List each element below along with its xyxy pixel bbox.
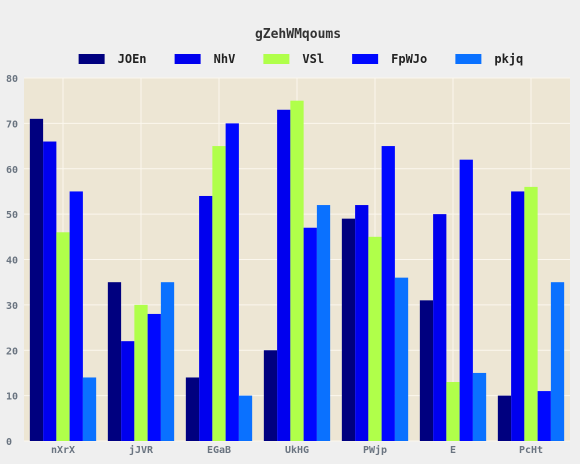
bar-pkjq-EGaB (239, 396, 252, 441)
bar-NhV-jJVR (121, 341, 134, 441)
bar-FpWJo-UkHG (304, 228, 317, 441)
bar-JOEn-PWjp (342, 219, 355, 441)
bar-pkjq-jJVR (161, 282, 174, 441)
bar-VSl-PcHt (524, 187, 537, 441)
bar-JOEn-nXrX (30, 119, 43, 441)
y-tick-label: 40 (6, 256, 18, 267)
x-tick-label: PWjp (363, 444, 387, 456)
legend-label: JOEn (118, 52, 147, 66)
x-tick-label: UkHG (285, 445, 309, 456)
bar-JOEn-UkHG (264, 350, 277, 441)
x-tick-label: nXrX (51, 445, 75, 456)
bar-VSl-PWjp (368, 237, 381, 441)
bar-VSl-jJVR (134, 305, 147, 441)
legend-swatch (175, 54, 201, 64)
y-tick-label: 0 (6, 437, 12, 448)
legend-label: pkjq (494, 52, 523, 66)
bar-FpWJo-E (460, 160, 473, 441)
bar-JOEn-PcHt (498, 396, 511, 441)
bar-pkjq-UkHG (317, 205, 330, 441)
bar-FpWJo-PcHt (538, 391, 551, 441)
y-tick-label: 30 (6, 301, 18, 312)
bar-pkjq-PWjp (395, 278, 408, 441)
bar-VSl-EGaB (212, 146, 225, 441)
bar-JOEn-E (420, 300, 433, 441)
y-axis-ticks: 0 10 20 30 40 50 60 70 80 (6, 74, 18, 448)
bar-VSl-nXrX (56, 232, 69, 441)
bar-JOEn-jJVR (108, 282, 121, 441)
y-tick-label: 10 (6, 392, 18, 403)
x-tick-label: jJVR (129, 444, 154, 456)
bar-pkjq-PcHt (551, 282, 564, 441)
legend-swatch (79, 54, 105, 64)
x-tick-label: EGaB (207, 445, 231, 456)
chart-title: gZehWMqoums (255, 27, 341, 42)
legend-label: NhV (214, 52, 236, 66)
bar-FpWJo-EGaB (226, 123, 239, 441)
bar-pkjq-nXrX (83, 377, 96, 441)
y-tick-label: 50 (6, 210, 18, 221)
legend-label: VSl (302, 52, 324, 66)
bar-NhV-PWjp (355, 205, 368, 441)
y-tick-label: 70 (6, 119, 18, 130)
bar-JOEn-EGaB (186, 377, 199, 441)
bar-NhV-E (433, 214, 446, 441)
y-tick-label: 20 (6, 346, 18, 357)
bar-FpWJo-jJVR (148, 314, 161, 441)
bar-NhV-PcHt (511, 191, 524, 441)
bar-VSl-UkHG (290, 101, 303, 441)
x-tick-label: PcHt (519, 445, 543, 456)
bar-FpWJo-PWjp (382, 146, 395, 441)
y-tick-label: 80 (6, 74, 18, 85)
legend-swatch (455, 54, 481, 64)
bar-NhV-nXrX (43, 142, 56, 441)
legend-swatch (352, 54, 378, 64)
bar-NhV-UkHG (277, 110, 290, 441)
y-tick-label: 60 (6, 165, 18, 176)
bar-VSl-E (446, 382, 459, 441)
x-tick-label: E (450, 445, 456, 456)
legend-swatch (263, 54, 289, 64)
legend-label: FpWJo (391, 52, 427, 66)
bar-NhV-EGaB (199, 196, 212, 441)
bar-pkjq-E (473, 373, 486, 441)
bar-FpWJo-nXrX (70, 191, 83, 441)
